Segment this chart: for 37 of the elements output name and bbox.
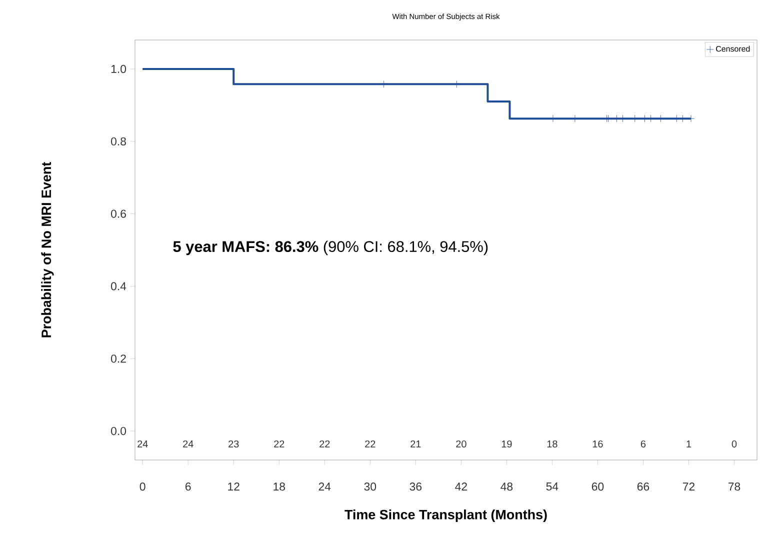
annotation: 16 (592, 440, 603, 448)
annotation: 20 (456, 440, 466, 448)
x-tick-label: 12 (228, 482, 240, 491)
x-tick-label: 60 (592, 482, 604, 491)
annotation: 24 (138, 440, 148, 448)
annotation: 1 (686, 440, 692, 448)
x-axis-title: Time Since Transplant (Months) (344, 509, 547, 522)
y-tick-label: 1.0 (111, 64, 126, 74)
annotation: 5 year MAFS: 86.3% (90% CI: 68.1%, 94.5%) (173, 240, 488, 256)
annotation: 23 (228, 440, 239, 448)
annotation: 21 (410, 440, 421, 448)
x-tick-label: 18 (274, 482, 285, 491)
y-tick-label: 0.2 (111, 354, 126, 363)
x-tick-label: 36 (410, 482, 422, 491)
x-tick-label: 72 (682, 482, 695, 491)
x-tick-label: 6 (185, 482, 191, 491)
y-axis-title: Probability of No MRI Event (41, 162, 54, 338)
x-tick-label: 48 (500, 482, 513, 491)
x-tick-label: 42 (455, 482, 467, 491)
annotation: 22 (320, 440, 330, 448)
annotation: 18 (547, 440, 558, 448)
x-tick-label: 54 (546, 482, 558, 491)
y-tick-label: 0.4 (111, 282, 126, 290)
annotation: 0 (732, 440, 737, 448)
x-tick-label: 78 (728, 482, 740, 491)
x-tick-label: 66 (637, 482, 650, 491)
annotation: 19 (502, 440, 512, 448)
y-tick-label: 0.8 (111, 137, 126, 146)
annotation: 6 (640, 440, 646, 448)
y-tick-label: 0.6 (111, 210, 126, 218)
annotation: 22 (365, 440, 376, 448)
x-tick-label: 30 (364, 482, 376, 491)
annotation: 22 (274, 440, 284, 448)
annotation: 24 (183, 440, 194, 448)
y-tick-label: 0.0 (111, 426, 126, 436)
x-tick-label: 0 (140, 482, 146, 491)
x-tick-label: 24 (318, 482, 331, 491)
